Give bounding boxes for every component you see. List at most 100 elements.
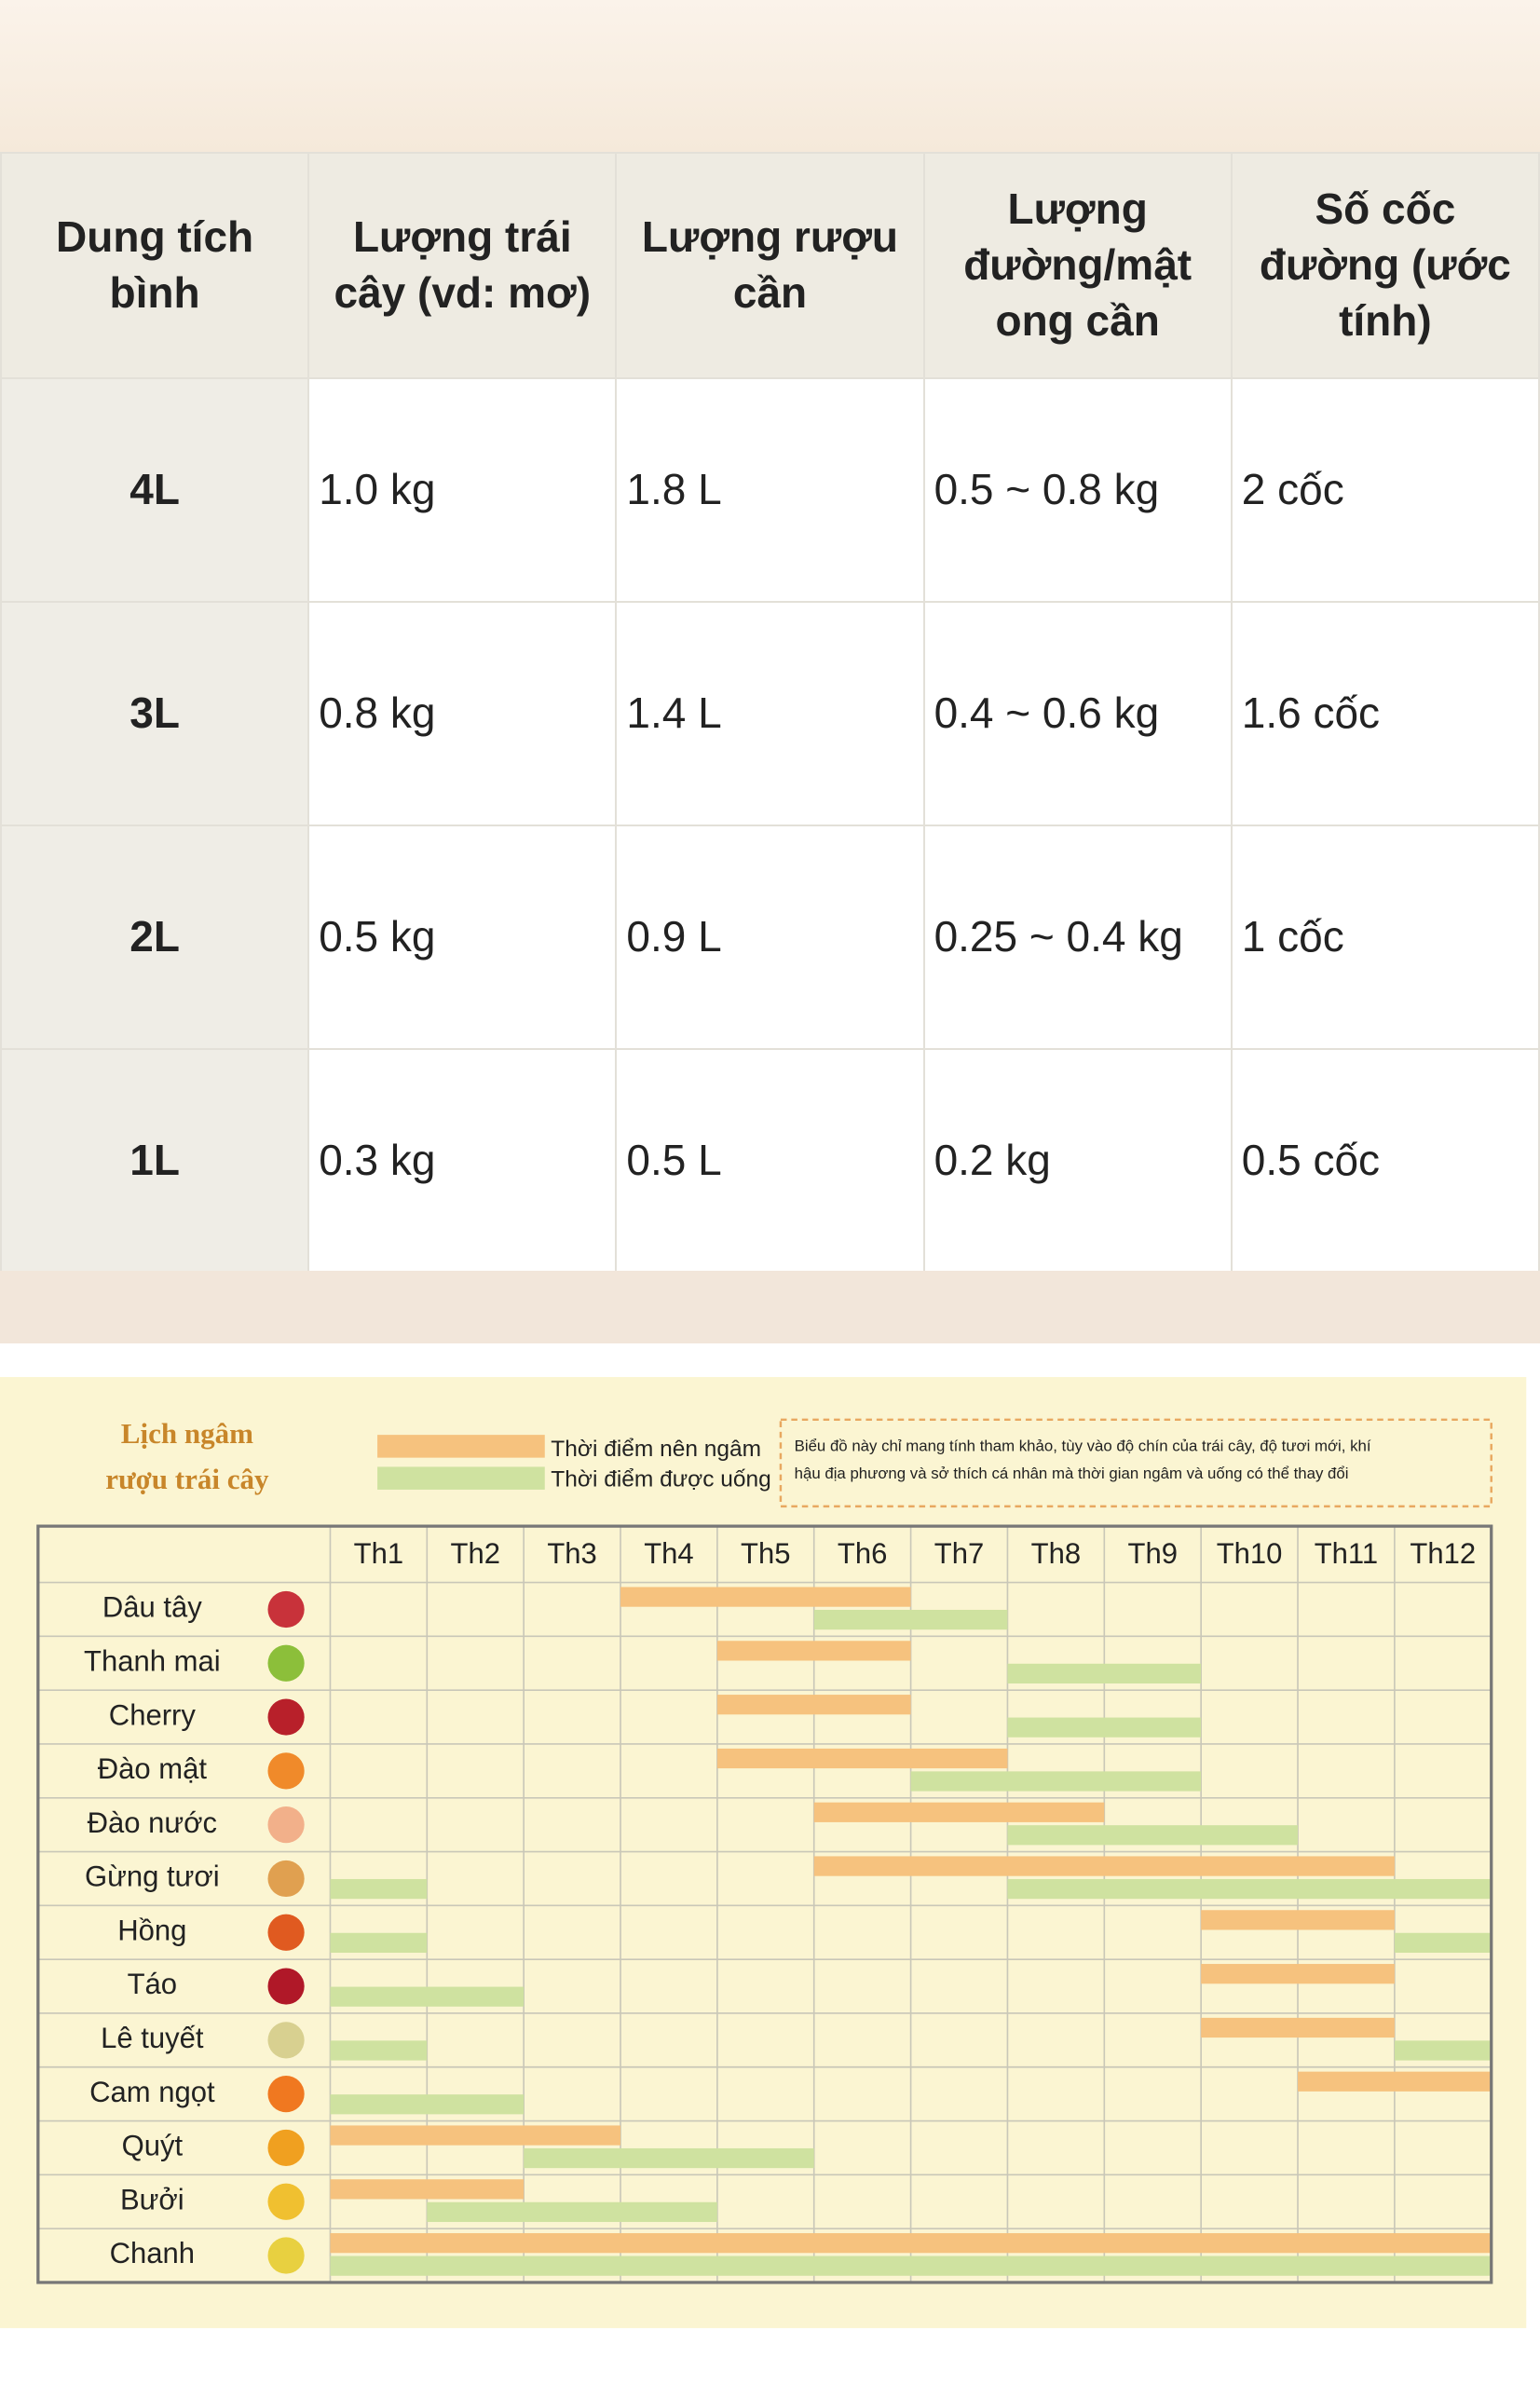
month-label: Th6 bbox=[838, 1537, 887, 1570]
table-cell: 1.8 L bbox=[615, 377, 925, 603]
month-label: Th1 bbox=[354, 1537, 403, 1570]
table-cell: 1 cốc bbox=[1230, 825, 1540, 1050]
fruit-name: Cherry bbox=[109, 1698, 197, 1731]
note-box bbox=[779, 1418, 1492, 1508]
soak-bar bbox=[620, 1587, 911, 1607]
table-row: 2L 0.5 kg 0.9 L 0.25 ~ 0.4 kg 1 cốc bbox=[0, 825, 1540, 1050]
table-cell: 0.5 kg bbox=[307, 825, 618, 1050]
month-label: Th5 bbox=[741, 1537, 790, 1570]
table-cell: 1.6 cốc bbox=[1230, 601, 1540, 826]
table-cell: 0.25 ~ 0.4 kg bbox=[922, 825, 1233, 1050]
month-label: Th4 bbox=[644, 1537, 693, 1570]
fruit-icon bbox=[267, 1860, 305, 1898]
fruit-name: Gừng tươi bbox=[85, 1860, 220, 1893]
month-label: Th2 bbox=[451, 1537, 500, 1570]
calendar-bg bbox=[0, 1377, 1527, 2328]
soak-bar bbox=[716, 1748, 1008, 1769]
drink-bar bbox=[1394, 1932, 1492, 1953]
fruit-icon bbox=[267, 1590, 305, 1629]
header-cell: Số cốc đường (ước tính) bbox=[1230, 152, 1540, 379]
table-cell: 0.2 kg bbox=[922, 1048, 1233, 1274]
drink-bar bbox=[330, 1878, 428, 1900]
calendar: Lịch ngâm rượu trái cây Thời điểm nên ng… bbox=[0, 1377, 1527, 2328]
table-row: 1L 0.3 kg 0.5 L 0.2 kg 0.5 cốc bbox=[0, 1048, 1540, 1274]
calendar-title: Lịch ngâm bbox=[121, 1417, 253, 1450]
drink-bar bbox=[427, 2201, 717, 2222]
soak-bar bbox=[330, 2179, 525, 2200]
fruit-icon bbox=[267, 2183, 305, 2220]
table-cell: 3L bbox=[0, 601, 310, 826]
fruit-icon bbox=[267, 1914, 305, 1951]
drink-bar bbox=[524, 2147, 814, 2169]
drink-bar bbox=[330, 2040, 428, 2061]
fruit-icon bbox=[267, 1698, 305, 1736]
capacity-table: Dung tích bình Lượng trái cây (vd: mơ) Lượ… bbox=[0, 152, 1540, 1274]
drink-bar bbox=[1007, 1825, 1299, 1846]
table-cell: 0.5 L bbox=[615, 1048, 925, 1274]
soak-bar bbox=[1201, 1964, 1395, 1984]
drink-bar bbox=[1007, 1663, 1202, 1684]
header-cell: Lượng rượu cần bbox=[615, 152, 925, 379]
table-row: 3L 0.8 kg 1.4 L 0.4 ~ 0.6 kg 1.6 cốc bbox=[0, 601, 1540, 826]
drink-bar bbox=[1007, 1717, 1202, 1738]
fruit-name: Quýt bbox=[122, 2130, 184, 2162]
table-cell: 0.5 cốc bbox=[1230, 1048, 1540, 1274]
soak-bar bbox=[813, 1856, 1395, 1876]
table-cell: 4L bbox=[0, 377, 310, 603]
fruit-name: Táo bbox=[128, 1968, 177, 2000]
drink-bar bbox=[330, 2256, 1492, 2276]
table-cell: 2L bbox=[0, 825, 310, 1050]
soak-bar bbox=[330, 2125, 621, 2146]
table-cell: 1L bbox=[0, 1048, 310, 1274]
month-label: Th7 bbox=[934, 1537, 984, 1570]
table-cell: 1.0 kg bbox=[307, 377, 618, 603]
drink-bar bbox=[330, 2094, 525, 2115]
soak-bar bbox=[813, 1802, 1105, 1822]
header-cell: Dung tích bình bbox=[0, 152, 310, 379]
table-cell: 0.4 ~ 0.6 kg bbox=[922, 601, 1233, 826]
calendar-border bbox=[36, 1524, 1493, 2284]
table-cell: 0.8 kg bbox=[307, 601, 618, 826]
fruit-icon bbox=[267, 2022, 305, 2059]
table-cell: 1.4 L bbox=[615, 601, 925, 826]
calendar-title: rượu trái cây bbox=[105, 1463, 269, 1495]
fruit-icon bbox=[267, 2076, 305, 2113]
bottom-band bbox=[0, 1271, 1540, 1343]
fruit-name: Bưởi bbox=[120, 2183, 184, 2215]
header-cell: Lượng đường/mật ong cần bbox=[922, 152, 1233, 379]
header-row: Dung tích bình Lượng trái cây (vd: mơ) Lượ… bbox=[0, 152, 1540, 379]
fruit-name: Đào mật bbox=[98, 1752, 208, 1785]
drink-bar bbox=[1394, 2040, 1492, 2061]
legend-drink-swatch bbox=[377, 1466, 545, 1490]
header-cell: Lượng trái cây (vd: mơ) bbox=[307, 152, 618, 379]
fruit-icon bbox=[267, 1752, 305, 1790]
note: hậu địa phương và sở thích cá nhân mà th… bbox=[795, 1465, 1349, 1482]
top-band bbox=[0, 0, 1540, 152]
drink-bar bbox=[1007, 1878, 1492, 1900]
soak-bar bbox=[1201, 1910, 1395, 1930]
soak-bar bbox=[1201, 2017, 1395, 2038]
month-label: Th10 bbox=[1217, 1537, 1283, 1570]
soak-bar bbox=[330, 2233, 1492, 2254]
soak-bar bbox=[716, 1695, 911, 1715]
note: Biểu đồ này chỉ mang tính tham khảo, tùy… bbox=[795, 1438, 1371, 1455]
table-cell: 0.5 ~ 0.8 kg bbox=[922, 377, 1233, 603]
table-cell: 0.9 L bbox=[615, 825, 925, 1050]
fruit-name: Chanh bbox=[110, 2237, 195, 2269]
fruit-icon bbox=[267, 2129, 305, 2167]
fruit-name: Hồng bbox=[117, 1914, 186, 1946]
fruit-name: Cam ngọt bbox=[89, 2076, 215, 2108]
fruit-icon bbox=[267, 1968, 305, 2005]
month-label: Th8 bbox=[1031, 1537, 1081, 1570]
table-row: 4L 1.0 kg 1.8 L 0.5 ~ 0.8 kg 2 cốc bbox=[0, 377, 1540, 603]
fruit-icon bbox=[267, 2237, 305, 2274]
drink-bar bbox=[910, 1771, 1202, 1792]
table-cell: 0.3 kg bbox=[307, 1048, 618, 1274]
month-label: Th9 bbox=[1128, 1537, 1178, 1570]
fruit-name: Đào nước bbox=[88, 1806, 217, 1839]
legend-drink: Thời điểm được uống bbox=[551, 1467, 770, 1492]
month-label: Th3 bbox=[547, 1537, 596, 1570]
fruit-name: Thanh mai bbox=[84, 1644, 221, 1677]
drink-bar bbox=[330, 1932, 428, 1953]
